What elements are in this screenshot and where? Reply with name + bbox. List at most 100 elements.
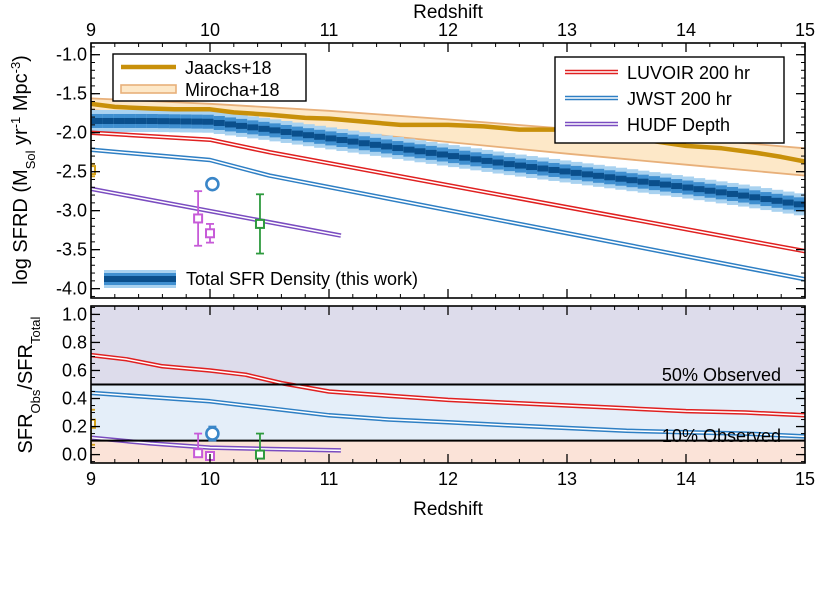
top-xtick-label-top-4: 13 — [557, 20, 577, 40]
total-sfr-band-dark — [581, 171, 594, 178]
top-panel: 9 10 11 12 13 14 15 -1.0 -1.5 -2.0 -2.5 -3.0 -3.5 -4.… — [8, 2, 815, 299]
top-obs-magenta-2-marker — [205, 228, 215, 239]
bottom-xtick-label-1: 10 — [200, 469, 220, 489]
total-sfr-band-dark — [102, 117, 114, 124]
legend-jwst-label: JWST 200 hr — [627, 89, 732, 109]
legend-bottom: Total SFR Density (this work) — [104, 269, 418, 289]
total-sfr-band-dark — [738, 192, 750, 199]
top-xtick-label-top-2: 11 — [320, 20, 339, 40]
bottom-panel: 9 10 11 12 13 14 15 0.0 0.2 0.4 0.6 0.8 1.0 Redshift… — [15, 304, 815, 520]
bottom-xtick-label-6: 15 — [795, 469, 815, 489]
legend-right: LUVOIR 200 hr JWST 200 hr HUDF Depth — [554, 56, 785, 144]
bottom-ytick-label-0: 0.0 — [62, 445, 87, 465]
legend-luvoir-label: LUVOIR 200 hr — [627, 63, 750, 83]
top-ytick-label-5: -3.5 — [56, 240, 87, 260]
top-ytick-label-4: -3.0 — [56, 201, 87, 221]
jwst-line-inner — [91, 149, 805, 281]
total-sfr-band — [91, 109, 805, 216]
total-sfr-band-dark — [514, 162, 527, 169]
top-frame — [90, 42, 806, 299]
annotation-10-observed: 10% Observed — [662, 426, 781, 446]
top-xtick-label-top-3: 12 — [438, 20, 458, 40]
total-sfr-band-dark — [604, 174, 616, 181]
total-sfr-band-dark — [280, 128, 293, 135]
total-sfr-band-dark — [302, 132, 315, 139]
top-obs-circle-marker — [205, 176, 220, 192]
total-sfr-band-dark — [682, 184, 695, 191]
bottom-xtick-label-3: 12 — [438, 469, 458, 489]
legend-jaacks-label: Jaacks+18 — [185, 58, 272, 78]
bottom-plot-content — [91, 306, 805, 463]
top-ytick-label-6: -4.0 — [56, 279, 87, 299]
total-sfr-band-dark — [124, 117, 137, 124]
legend-mirocha-swatch — [120, 84, 177, 94]
total-sfr-band-dark — [704, 187, 717, 194]
top-obs-green-marker — [254, 218, 265, 229]
bottom-ytick-label-5: 1.0 — [62, 304, 87, 324]
top-ytick-label-3: -2.5 — [56, 162, 87, 182]
total-sfr-band-dark — [481, 157, 494, 164]
mirocha-band-fill — [91, 98, 805, 176]
annotation-50-observed: 50% Observed — [662, 365, 781, 385]
legend-left: Jaacks+18 Mirocha+18 — [112, 53, 307, 102]
top-axis-label: Redshift — [413, 2, 483, 23]
bottom-obs-green-marker — [254, 449, 265, 460]
total-sfr-band-dark — [146, 118, 159, 125]
bottom-x-axis-label: Redshift — [413, 499, 483, 520]
total-sfr-band-dark — [325, 135, 338, 142]
total-sfr-band-dark — [135, 117, 148, 124]
total-sfr-band-dark — [637, 178, 650, 185]
total-sfr-band-dark — [202, 118, 215, 125]
total-sfr-band-dark — [91, 117, 103, 124]
total-sfr-band-dark — [358, 140, 371, 147]
top-obs-magenta-1-marker — [193, 213, 204, 224]
total-sfr-band-dark — [291, 130, 304, 137]
total-sfr-band-dark — [693, 186, 706, 193]
total-sfr-band-dark — [626, 177, 639, 184]
total-sfr-band-dark — [414, 148, 427, 155]
total-sfr-band-dark — [671, 183, 683, 190]
total-sfr-band-dark — [247, 124, 259, 131]
total-sfr-band-dark — [648, 180, 661, 187]
bottom-ytick-label-4: 0.8 — [62, 332, 87, 352]
jaacks-line — [91, 101, 805, 164]
top-obs-edge-marker — [91, 165, 96, 176]
total-sfr-band-dark — [224, 121, 237, 128]
top-ytick-label-2: -2.0 — [56, 123, 87, 143]
total-sfr-band-dark — [169, 118, 181, 125]
top-xtick-label-top-0: 9 — [86, 20, 96, 40]
bottom-ytick-label-2: 0.4 — [62, 389, 87, 409]
total-sfr-band-dark — [436, 151, 449, 158]
luvoir-line-inner — [91, 131, 805, 252]
bottom-obs-circle-marker — [205, 426, 220, 441]
bottom-luvoir-200-hr-line-inner — [91, 354, 805, 417]
legend-total-label: Total SFR Density (this work) — [186, 269, 418, 289]
bottom-xtick-label-4: 13 — [557, 469, 577, 489]
bottom-ytick-label-3: 0.6 — [62, 360, 87, 380]
top-ytick-label-0: -1.0 — [56, 45, 87, 65]
top-plot-content — [91, 97, 805, 282]
total-sfr-band-dark — [369, 141, 382, 148]
bottom-jwst-200-hr-line-inner — [91, 392, 805, 438]
total-sfr-band-dark — [191, 118, 204, 125]
bottom-obs-magenta-1-marker — [193, 448, 204, 459]
hudf-line-inner — [91, 188, 342, 237]
total-sfr-band-dark — [615, 175, 628, 182]
bottom-y-axis-label: SFRObs/SFRTotal — [15, 316, 43, 453]
total-sfr-band-dark — [269, 127, 282, 134]
total-sfr-band-dark — [381, 143, 393, 150]
bottom-frame — [90, 305, 806, 464]
total-sfr-band-dark — [548, 166, 561, 173]
legend-mirocha-label: Mirocha+18 — [185, 80, 280, 100]
total-sfr-band-dark — [793, 201, 805, 208]
total-sfr-band-dark — [503, 161, 516, 168]
total-sfr-band-dark — [559, 168, 572, 175]
total-sfr-band-dark — [213, 119, 226, 126]
legend-hudf-label: HUDF Depth — [627, 115, 730, 135]
total-sfr-band-dark — [570, 169, 583, 176]
total-sfr-band-dark — [659, 181, 672, 188]
total-sfr-band-dark — [236, 122, 248, 129]
total-sfr-band-dark — [593, 172, 605, 179]
legend-band-dark — [104, 276, 176, 282]
